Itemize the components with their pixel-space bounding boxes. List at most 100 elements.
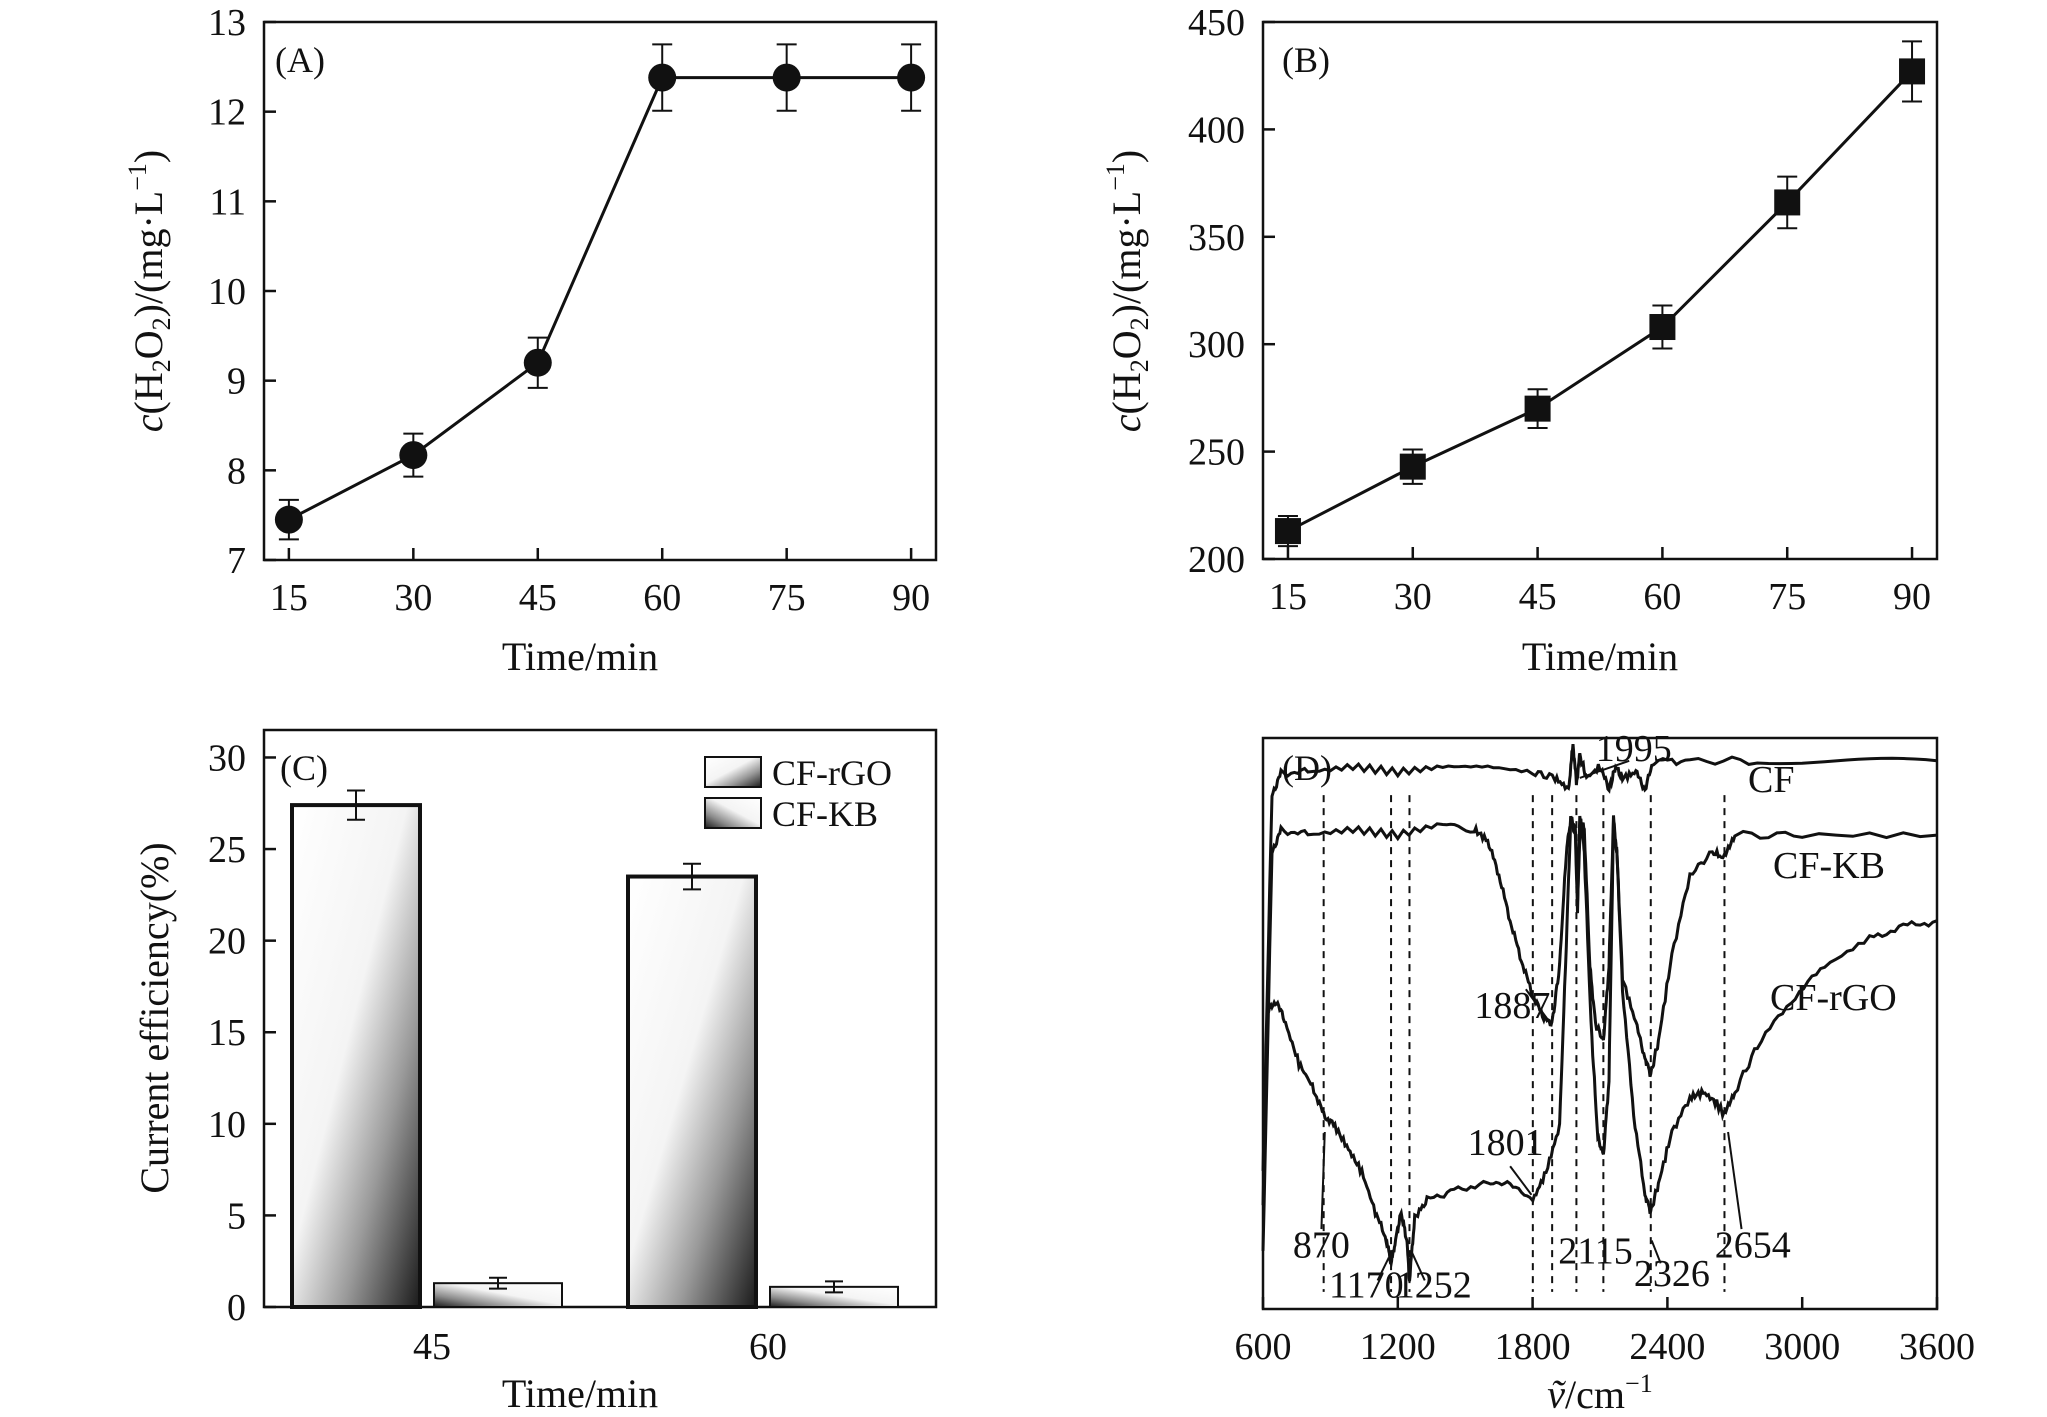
y-tick-label: 30 — [208, 737, 246, 779]
data-point — [897, 63, 926, 92]
y-tick-label: 400 — [1188, 109, 1245, 151]
panel-a-y-axis-label: c(H2O2)/(mg·L−1) — [123, 150, 176, 433]
panel-c-plot-frame — [262, 728, 938, 1309]
y-tick-label: 11 — [209, 181, 246, 223]
panel-b: (B) 15 30 45 60 75 90 200 250 300 350 400 450 Time… — [1101, 2, 1939, 679]
peak-label: 1801 — [1468, 1122, 1544, 1164]
panel-d-peak-guides — [1322, 795, 1726, 1292]
spectrum-line — [1261, 743, 1938, 1171]
data-point — [1524, 395, 1551, 422]
y-tick-label: 200 — [1188, 539, 1245, 581]
x-tick-label: 2400 — [1629, 1326, 1705, 1368]
y-tick-label: 15 — [208, 1012, 246, 1054]
legend-swatch-cf-rgo — [704, 756, 762, 788]
x-tick-label: 30 — [1394, 576, 1432, 618]
panel-d-label: (D) — [1282, 748, 1332, 788]
y-tick-label: 8 — [227, 450, 246, 492]
peak-leader — [1525, 988, 1552, 1025]
y-tick-label: 7 — [227, 540, 246, 582]
y-tick-label: 250 — [1188, 432, 1245, 474]
panel-b-y-axis-label: c(H2O2)/(mg·L−1) — [1101, 150, 1154, 433]
panel-a: (A) 15 30 45 60 75 90 7 8 9 10 11 12 13 Time/min c(… — [123, 2, 938, 679]
x-tick-label: 3600 — [1899, 1326, 1975, 1368]
peak-label: 1170 — [1329, 1265, 1404, 1307]
y-tick-label: 5 — [227, 1195, 246, 1237]
x-tick-label: 45 — [519, 577, 557, 619]
legend-swatch-cf-kb — [704, 797, 762, 829]
bar — [290, 803, 422, 1309]
y-tick-label: 10 — [208, 1104, 246, 1146]
y-tick-label: 9 — [227, 361, 246, 403]
x-tick-label: 90 — [1893, 576, 1931, 618]
panel-c-y-axis-label: Current efficiency(%) — [132, 842, 177, 1193]
panel-c-x-axis-label: Time/min — [502, 1371, 658, 1416]
y-tick-label: 450 — [1188, 2, 1245, 44]
x-tick-label: 15 — [1269, 576, 1307, 618]
curve-label-cf-kb: CF-KB — [1773, 845, 1885, 887]
panel-b-label: (B) — [1282, 40, 1330, 80]
data-point — [1274, 518, 1301, 545]
data-point — [399, 441, 428, 470]
x-tick-label: 1800 — [1495, 1326, 1571, 1368]
panel-c-legend: CF-rGO CF-KB — [704, 753, 892, 834]
panel-d-x-axis-label: ṽ/cm−1 — [1547, 1369, 1652, 1417]
x-tick-label: 90 — [892, 577, 930, 619]
panel-d-plot-frame — [1261, 736, 1939, 1311]
peak-label: 1995 — [1596, 728, 1672, 770]
y-tick-label: 25 — [208, 829, 246, 871]
panel-a-x-ticks: 15 30 45 60 75 90 — [270, 548, 930, 619]
data-point — [1649, 314, 1676, 341]
panel-b-y-ticks: 200 250 300 350 400 450 — [1188, 2, 1275, 581]
data-point — [274, 505, 303, 534]
peak-label: 1252 — [1396, 1265, 1472, 1307]
y-tick-label: 300 — [1188, 324, 1245, 366]
panel-b-x-axis-label: Time/min — [1522, 634, 1678, 679]
x-tick-label: 75 — [1768, 576, 1806, 618]
panel-a-label: (A) — [275, 40, 325, 80]
peak-label: 2654 — [1715, 1225, 1791, 1267]
peak-leader — [1650, 1240, 1662, 1264]
curve-label-cf-rgo: CF-rGO — [1770, 977, 1897, 1019]
panel-c: (C) 0 5 10 15 20 25 30 45 60 CF-rGO CF-KB Time/… — [132, 728, 938, 1416]
peak-leader — [1579, 759, 1630, 779]
legend-label-cf-rgo: CF-rGO — [772, 753, 892, 793]
y-tick-label: 350 — [1188, 217, 1245, 259]
peak-leader — [1376, 1257, 1390, 1281]
data-point — [648, 63, 677, 92]
bar — [626, 874, 758, 1309]
peak-label: 870 — [1293, 1225, 1350, 1267]
panel-c-label: (C) — [280, 748, 328, 788]
panel-c-x-ticks: 45 60 — [413, 1326, 787, 1368]
panel-b-data — [1274, 40, 1926, 548]
x-tick-label: 60 — [1643, 576, 1681, 618]
peak-leader — [1727, 1131, 1743, 1230]
data-point — [1399, 453, 1426, 480]
peak-leader — [1509, 1165, 1533, 1196]
curve-label-cf: CF — [1748, 759, 1794, 801]
panel-d-x-ticks: 600 1200 1800 2400 3000 3600 — [1235, 1297, 1975, 1368]
y-tick-label: 12 — [208, 92, 246, 134]
x-tick-label: 60 — [749, 1326, 787, 1368]
x-tick-label: 45 — [413, 1326, 451, 1368]
data-line — [1287, 70, 1914, 533]
y-tick-label: 13 — [208, 2, 246, 44]
panel-c-bars — [290, 789, 899, 1309]
data-point — [1899, 58, 1926, 85]
x-tick-label: 60 — [643, 577, 681, 619]
peak-leader — [1410, 1251, 1426, 1281]
x-tick-label: 75 — [768, 577, 806, 619]
peak-label: 2326 — [1634, 1253, 1710, 1295]
x-tick-label: 15 — [270, 577, 308, 619]
peak-label: 1887 — [1474, 985, 1550, 1027]
y-tick-label: 0 — [227, 1287, 246, 1329]
panel-a-x-axis-label: Time/min — [502, 634, 658, 679]
y-tick-label: 20 — [208, 921, 246, 963]
x-tick-label: 45 — [1519, 576, 1557, 618]
data-point — [523, 348, 552, 377]
y-tick-label: 10 — [208, 271, 246, 313]
peak-label: 2115 — [1558, 1230, 1633, 1272]
spectrum-line — [1261, 815, 1938, 1282]
